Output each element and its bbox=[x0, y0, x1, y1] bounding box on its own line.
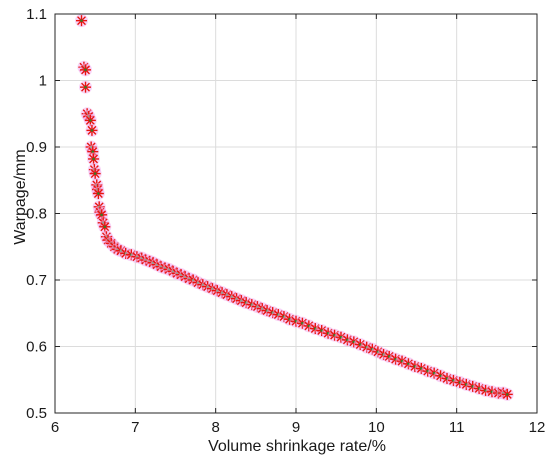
data-point bbox=[98, 220, 112, 234]
data-point bbox=[79, 63, 93, 77]
data-point bbox=[85, 123, 99, 137]
y-tick-label: 1.1 bbox=[26, 6, 47, 23]
x-tick-labels: 6 7 8 9 10 11 12 bbox=[51, 419, 546, 436]
data-point bbox=[83, 113, 97, 127]
data-point bbox=[88, 167, 102, 181]
data-point bbox=[382, 349, 396, 363]
y-tick-label: 0.6 bbox=[26, 339, 47, 356]
x-tick-label: 8 bbox=[211, 419, 219, 436]
data-point bbox=[91, 187, 105, 201]
y-tick-label: 0.5 bbox=[26, 405, 47, 422]
data-point bbox=[500, 387, 514, 401]
data-point bbox=[87, 152, 101, 166]
y-tick-label: 0.8 bbox=[26, 206, 47, 223]
x-tick-label: 7 bbox=[131, 419, 139, 436]
data-point bbox=[95, 208, 109, 222]
y-tick-label: 0.9 bbox=[26, 139, 47, 156]
scatter-series bbox=[75, 14, 514, 401]
data-point bbox=[79, 80, 93, 94]
grid bbox=[55, 14, 537, 413]
y-tick-label: 1 bbox=[39, 73, 47, 90]
y-tick-labels: 0.5 0.6 0.7 0.8 0.9 1 1.1 bbox=[26, 6, 47, 422]
data-point bbox=[347, 335, 361, 349]
x-tick-label: 6 bbox=[51, 419, 59, 436]
y-axis-label: Warpage/mm bbox=[12, 149, 29, 245]
x-axis-label: Volume shrinkage rate/% bbox=[208, 438, 386, 455]
x-tick-label: 10 bbox=[368, 419, 385, 436]
x-tick-label: 11 bbox=[449, 419, 465, 436]
y-tick-label: 0.7 bbox=[26, 272, 47, 289]
x-tick-label: 12 bbox=[529, 419, 546, 436]
data-point bbox=[75, 14, 89, 28]
tick-marks bbox=[54, 13, 538, 414]
x-tick-label: 9 bbox=[292, 419, 300, 436]
